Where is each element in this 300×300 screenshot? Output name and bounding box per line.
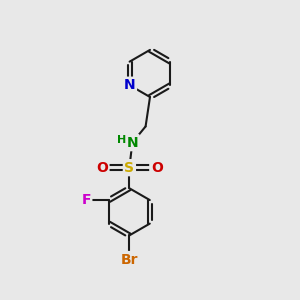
Text: O: O — [151, 161, 163, 175]
Text: O: O — [96, 161, 108, 175]
Text: N: N — [124, 78, 135, 92]
Text: H: H — [116, 135, 126, 145]
Text: Br: Br — [121, 253, 138, 266]
Text: F: F — [81, 193, 91, 207]
Text: N: N — [127, 136, 138, 150]
Text: S: S — [124, 161, 134, 175]
